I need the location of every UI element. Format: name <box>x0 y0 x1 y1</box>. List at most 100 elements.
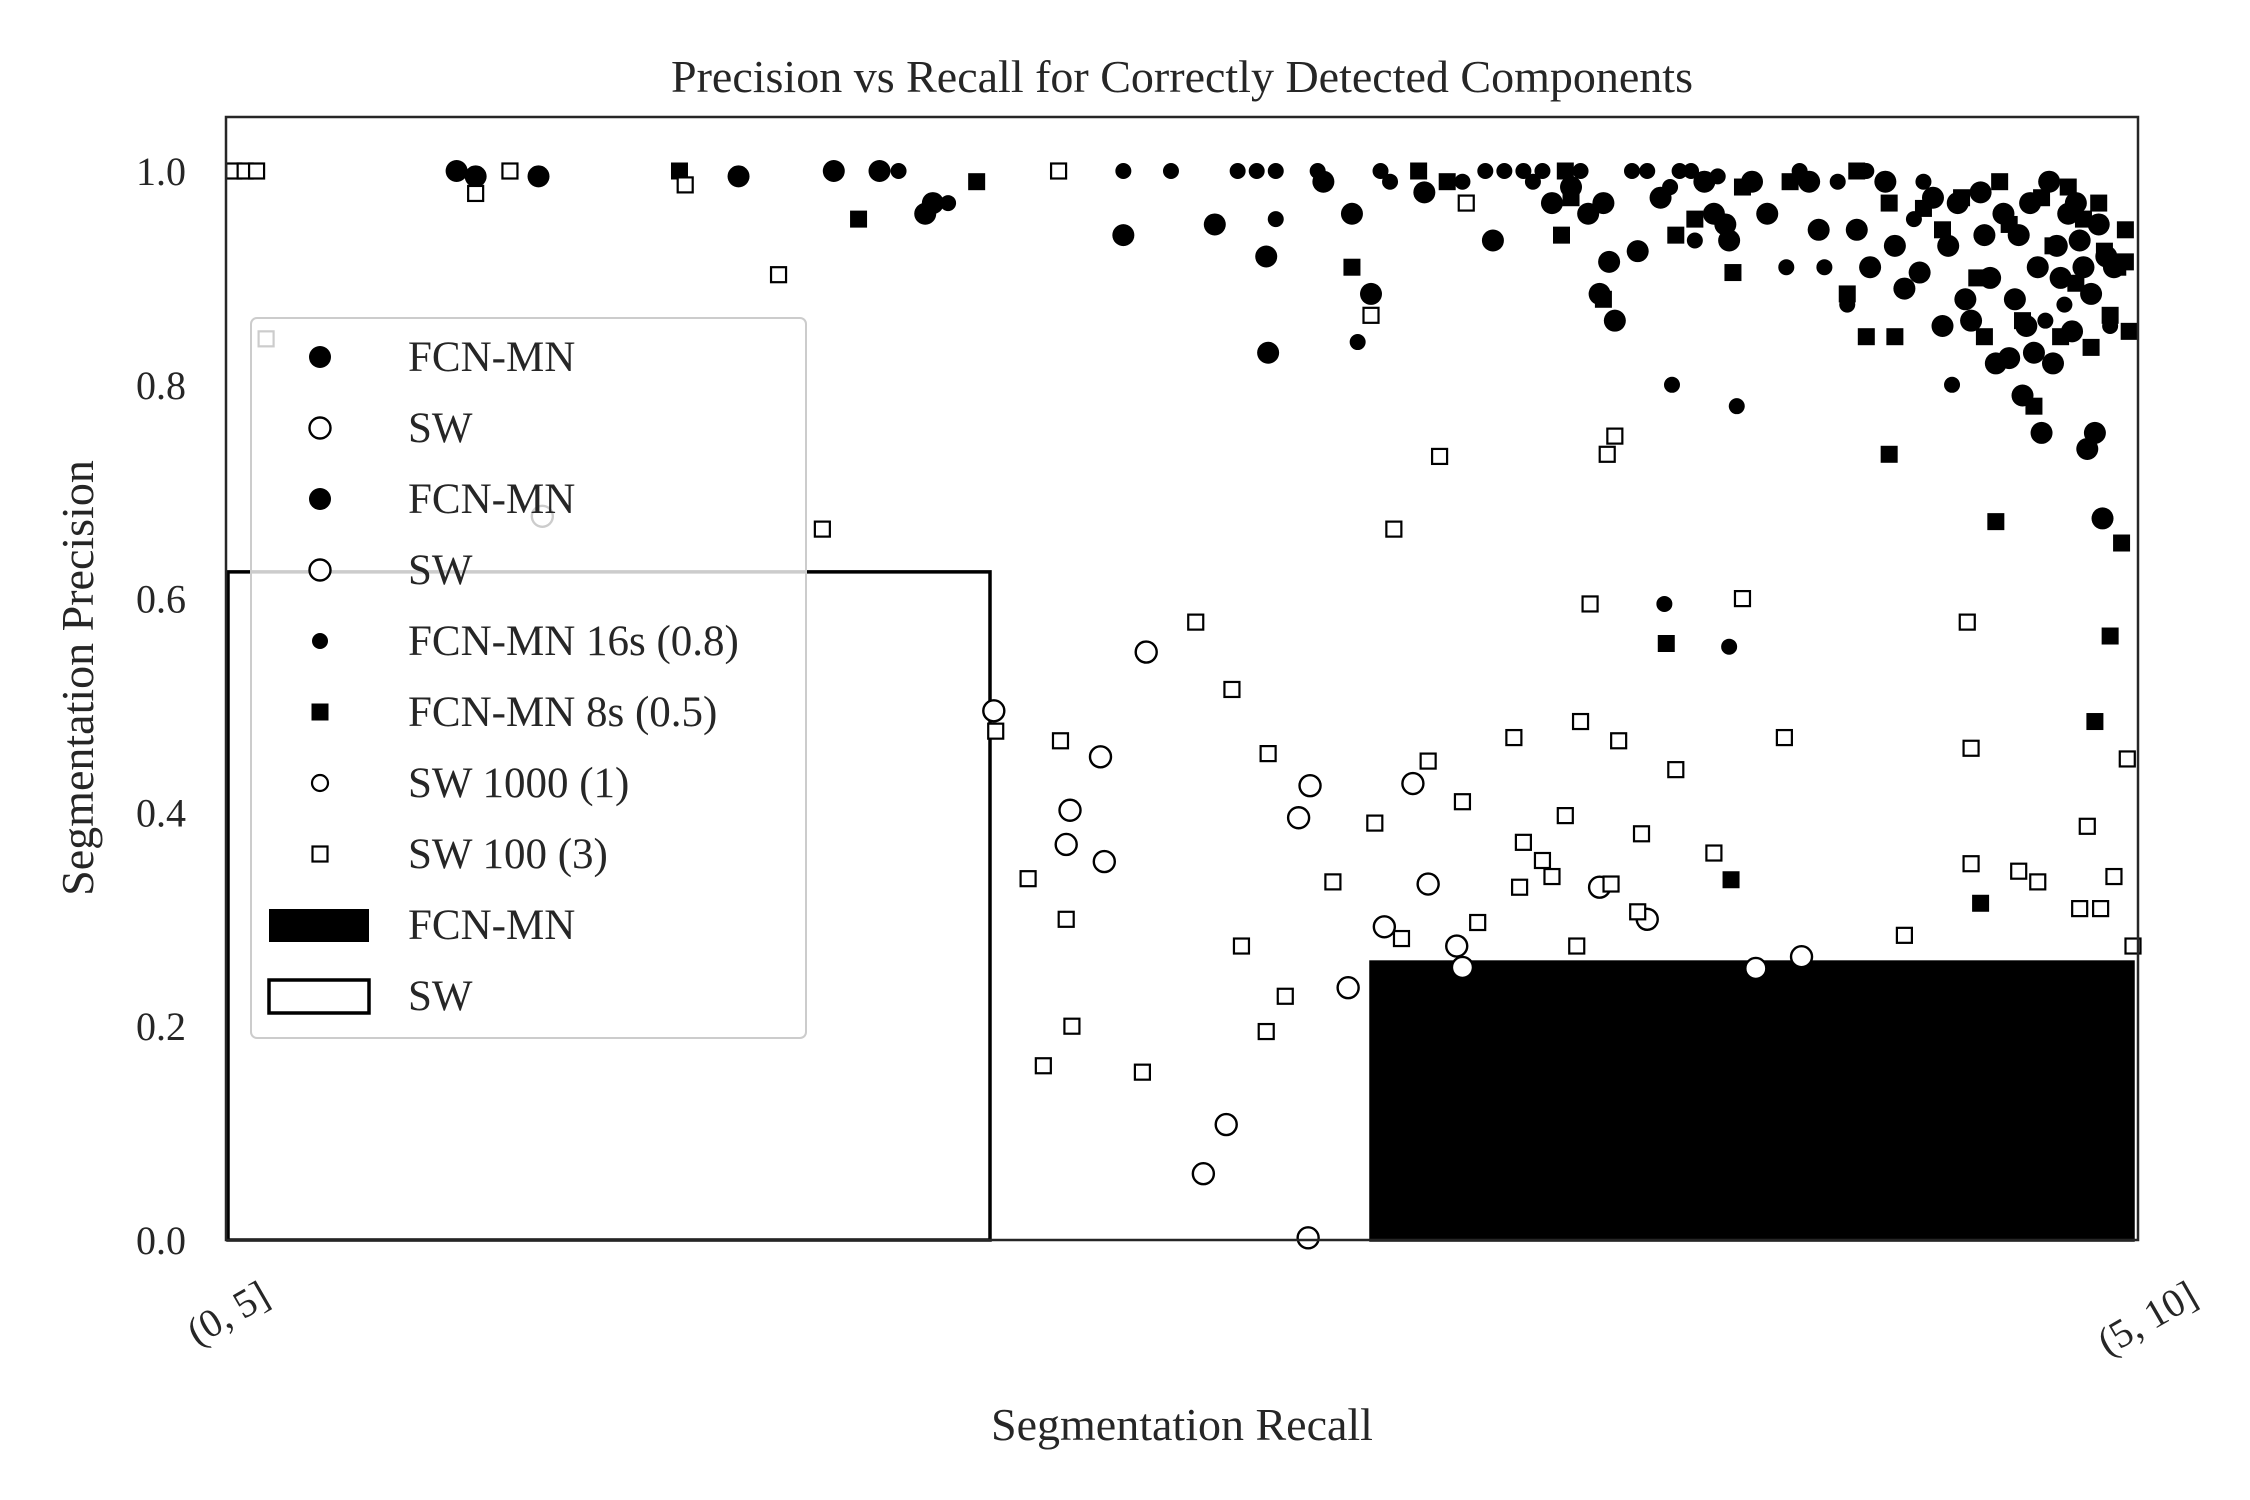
point-s0-70 <box>1874 170 1897 193</box>
point-s3-62 <box>2118 750 2136 768</box>
point-s0-84 <box>1973 224 1996 247</box>
point-s1-27 <box>2014 312 2032 330</box>
legend-box <box>250 317 807 1039</box>
legend-marker <box>269 909 369 942</box>
point-s0-51 <box>1686 232 1703 249</box>
point-s0-111 <box>2083 421 2106 444</box>
point-s3-24 <box>1362 306 1380 324</box>
point-s0-11 <box>1112 224 1135 247</box>
point-s0-2 <box>527 165 550 188</box>
legend-marker <box>311 703 329 721</box>
point-s0-62 <box>1798 170 1821 193</box>
point-s1-20 <box>1914 199 1932 217</box>
point-s0-22 <box>1340 202 1363 225</box>
legend-label: FCN-MN 8s (0.5) <box>408 689 717 736</box>
point-s0-9 <box>940 195 957 212</box>
point-s3-35 <box>1514 833 1533 851</box>
point-s3-4 <box>467 184 485 203</box>
point-s1-42 <box>1880 445 1898 463</box>
point-s0-24 <box>1360 282 1382 305</box>
point-s0-30 <box>1481 229 1504 252</box>
point-s3-57 <box>2029 873 2047 891</box>
point-s3-33 <box>1505 728 1523 747</box>
point-s2-20 <box>1744 956 1768 981</box>
point-s3-39 <box>1568 937 1586 955</box>
point-s3-31 <box>1457 194 1475 212</box>
point-s3-41 <box>1581 595 1599 613</box>
legend-marker <box>308 558 332 582</box>
point-s0-19 <box>1267 211 1284 228</box>
point-s1-5 <box>1438 173 1456 191</box>
point-s2-8 <box>1191 1162 1216 1186</box>
legend-marker <box>308 416 332 440</box>
point-s1-37 <box>2095 242 2113 260</box>
point-s0-65 <box>1829 173 1846 190</box>
point-s0-49 <box>1671 163 1688 179</box>
legend-items: FCN-MN SW FCN-MN SW FCN-MN 16s (0.8) FCN-MN 8… <box>267 334 739 1020</box>
point-s3-60 <box>2092 900 2110 918</box>
point-s1-50 <box>2116 253 2134 271</box>
point-s0-75 <box>1915 173 1932 190</box>
point-s1-21 <box>1934 221 1951 239</box>
point-s3-29 <box>1430 447 1449 466</box>
point-s2-13 <box>1372 915 1397 939</box>
point-s3-28 <box>1419 752 1437 770</box>
point-s3-51 <box>1775 728 1793 747</box>
point-s3-38 <box>1556 807 1574 825</box>
point-s3-11 <box>1019 870 1037 888</box>
point-s0-102 <box>2049 266 2072 289</box>
point-s0-14 <box>1229 163 1246 179</box>
point-s0-100 <box>2041 352 2064 375</box>
y-tick-label: 0.0 <box>136 1218 186 1263</box>
point-s0-17 <box>1257 341 1280 364</box>
point-s2-7 <box>1214 1112 1238 1137</box>
point-s1-11 <box>1686 210 1704 228</box>
point-s2-12 <box>1336 976 1360 1000</box>
legend-marker <box>267 978 371 1015</box>
point-s1-15 <box>1838 285 1856 303</box>
point-s3-61 <box>2105 867 2123 886</box>
point-s0-37 <box>1572 163 1589 179</box>
bar-1 <box>1369 960 2135 1242</box>
point-s1-36 <box>2090 194 2108 212</box>
legend-label: SW 100 (3) <box>408 831 608 878</box>
point-s0-48 <box>1663 376 1680 393</box>
point-s0-23 <box>1349 334 1366 351</box>
legend-item: FCN-MN <box>309 334 575 381</box>
legend-item: FCN-MN 16s (0.8) <box>312 618 739 665</box>
point-s3-47 <box>1632 825 1651 843</box>
point-s1-16 <box>1848 162 1866 180</box>
point-s0-10 <box>1115 163 1132 179</box>
point-s3-30 <box>1453 793 1472 811</box>
point-s3-19 <box>1232 937 1251 955</box>
point-s0-1 <box>464 165 487 188</box>
chart-title: Precision vs Recall for Correctly Detect… <box>671 51 1693 102</box>
point-s1-35 <box>2082 338 2100 356</box>
point-s1-30 <box>2044 237 2062 255</box>
legend-item: SW <box>308 547 473 594</box>
point-s1-43 <box>1987 513 2005 531</box>
y-tick-label: 0.6 <box>136 577 186 622</box>
point-s3-16 <box>1133 1063 1152 1081</box>
point-s0-8 <box>921 192 944 215</box>
point-s0-32 <box>1515 163 1532 179</box>
point-s0-63 <box>1807 218 1830 241</box>
point-s3-59 <box>2078 817 2096 835</box>
point-s0-89 <box>1998 347 2021 370</box>
point-s0-96 <box>2026 256 2049 279</box>
point-s2-5 <box>1092 849 1117 874</box>
point-s1-48 <box>1722 871 1740 889</box>
point-s0-28 <box>1454 173 1471 190</box>
point-s3-10 <box>1034 1057 1052 1075</box>
point-s3-48 <box>1667 761 1685 779</box>
point-s2-10 <box>1298 773 1322 798</box>
point-s0-16 <box>1255 245 1278 268</box>
legend-item: SW <box>267 973 473 1020</box>
x-axis-label: Segmentation Recall <box>991 1399 1373 1450</box>
point-s1-6 <box>1553 226 1570 244</box>
point-s0-45 <box>1639 163 1656 179</box>
point-s0-29 <box>1477 163 1494 179</box>
point-s3-32 <box>1469 913 1487 932</box>
point-s3-54 <box>1962 739 1980 757</box>
point-s3-42 <box>1598 445 1616 463</box>
